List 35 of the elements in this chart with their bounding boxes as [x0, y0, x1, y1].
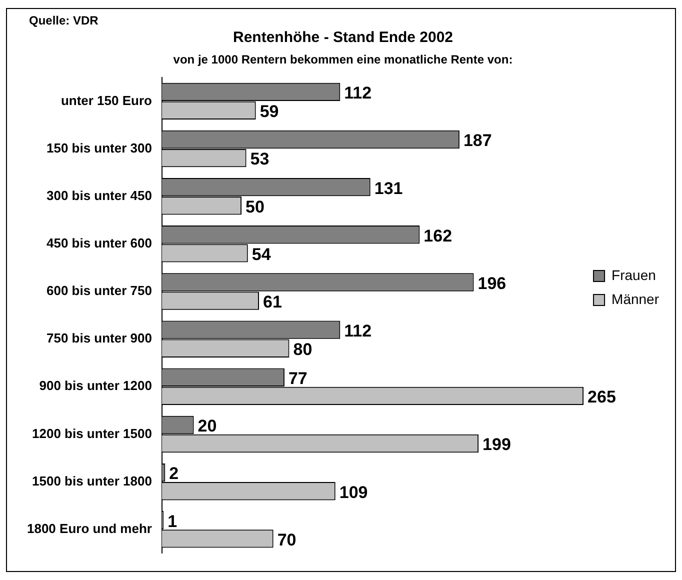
chart-title: Rentenhöhe - Stand Ende 2002	[232, 29, 454, 46]
data-label: 54	[252, 244, 272, 264]
y-tick-label: 750 bis unter 900	[46, 330, 152, 346]
y-tick-label: 150 bis unter 300	[46, 140, 152, 156]
legend-label: Männer	[612, 290, 660, 307]
data-label: 162	[424, 226, 452, 246]
data-label: 20	[198, 416, 217, 436]
y-tick-label: 1200 bis unter 1500	[32, 426, 152, 441]
y-tick-label: 1500 bis unter 1800	[32, 473, 152, 488]
data-label: 1	[168, 512, 178, 531]
data-label: 112	[344, 84, 372, 103]
data-label: 80	[293, 340, 312, 360]
y-tick-label: unter 150 Euro	[60, 92, 152, 108]
data-label: 187	[463, 131, 492, 150]
data-label: 112	[344, 322, 372, 340]
y-tick-label: 600 bis unter 750	[46, 283, 152, 298]
data-label: 2	[169, 464, 179, 484]
y-tick-label: 1800 Euro und mehr	[26, 520, 152, 536]
data-label: 77	[288, 369, 308, 388]
legend-label: Frauen	[612, 266, 656, 283]
data-label: 131	[374, 178, 403, 198]
data-label: 109	[339, 482, 368, 502]
data-label: 50	[246, 197, 264, 216]
source-note: Quelle: VDR	[29, 13, 99, 28]
data-label: 265	[588, 388, 616, 407]
data-label: 199	[482, 435, 511, 454]
y-tick-label: 900 bis unter 1200	[39, 378, 152, 394]
data-label: 70	[277, 530, 296, 550]
data-label: 196	[478, 274, 506, 293]
y-tick-label: 300 bis unter 450	[46, 188, 152, 203]
data-label: 59	[260, 102, 279, 122]
chart-subtitle: von je 1000 Rentern bekommen eine monatliche Rente von:	[173, 52, 513, 67]
data-label: 53	[250, 150, 270, 169]
y-tick-label: 450 bis unter 600	[46, 236, 152, 251]
data-label: 61	[263, 292, 282, 312]
